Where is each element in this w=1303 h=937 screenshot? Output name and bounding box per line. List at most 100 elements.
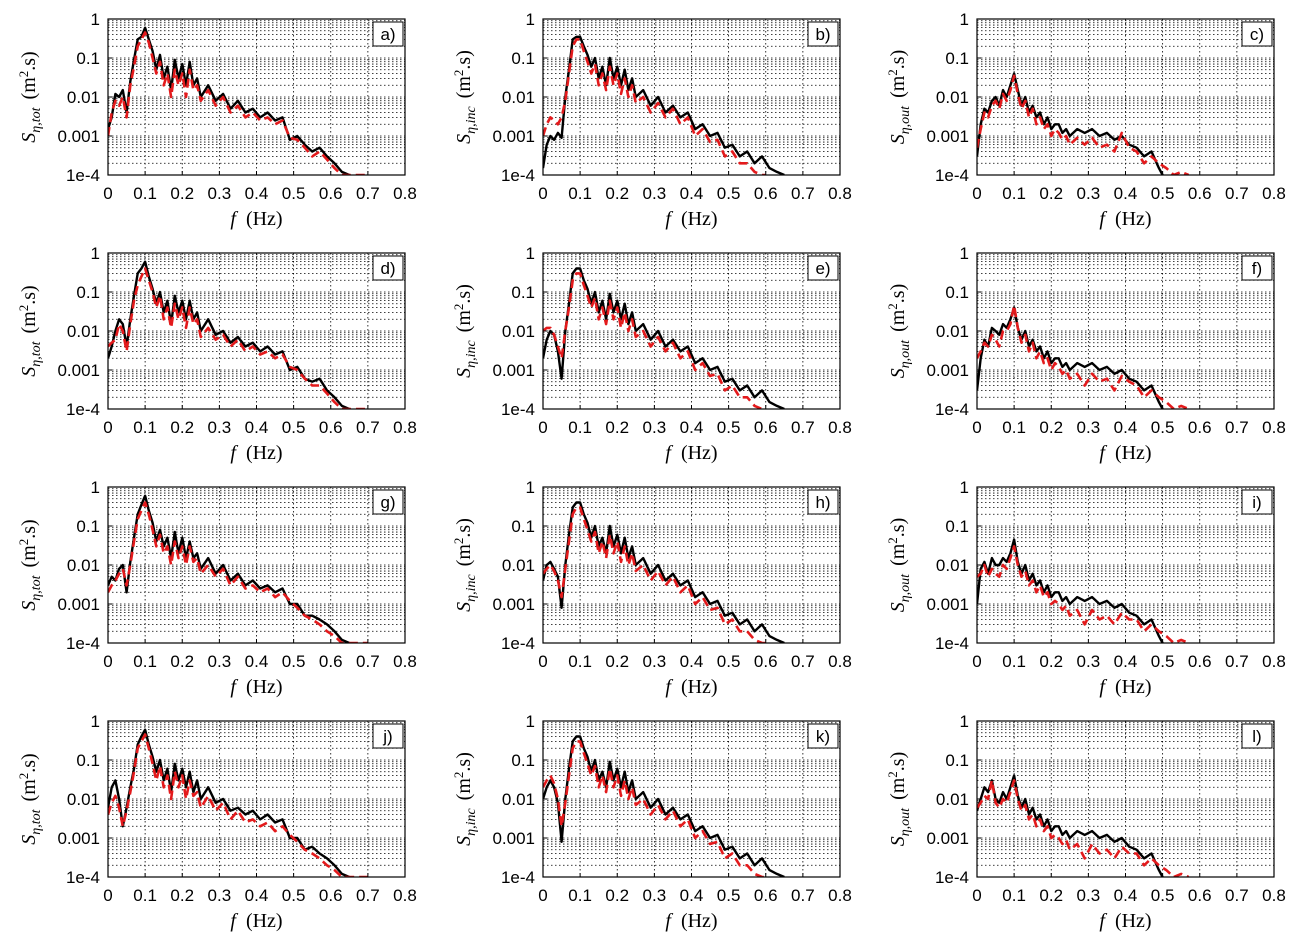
grid: [108, 19, 405, 175]
x-axis-label: f (Hz): [230, 208, 282, 230]
panel-i: 0 0.1 0.2 0.3 0.4 0.5 0.6 0.7 0.8 1 0.1 0.01 0.001 1e…: [885, 478, 1286, 698]
y-axis-label: Sη,tot (m2.s): [16, 519, 44, 610]
x-axis-symbol: f: [665, 676, 673, 698]
x-tick-label: 0.3: [643, 886, 667, 905]
x-axis-symbol: f: [1099, 676, 1107, 698]
y-axis-unit-end: .s): [453, 50, 475, 69]
y-tick-label: 0.01: [936, 556, 969, 575]
x-tick-label: 0.2: [605, 886, 629, 905]
x-tick-label: 0.7: [791, 418, 815, 437]
series-line-red: [543, 272, 766, 409]
y-tick-label: 0.001: [57, 595, 100, 614]
panel-label-box: [372, 723, 404, 749]
y-axis-unit: (m: [453, 76, 475, 99]
y-tick-label: 0.01: [67, 88, 100, 107]
grid: [977, 487, 1274, 643]
x-tick-label: 0.5: [282, 418, 306, 437]
x-tick-label: 0.1: [568, 886, 592, 905]
x-tick-label: 0.5: [282, 886, 306, 905]
y-axis-label: Sη,tot (m2.s): [16, 285, 44, 376]
panel-label-box: [807, 21, 839, 47]
x-tick-label: 0.3: [643, 652, 667, 671]
y-axis-label: Sη,tot (m2.s): [16, 51, 44, 142]
y-tick-label: 0.1: [76, 283, 100, 302]
x-tick-label: 0.3: [1077, 418, 1101, 437]
y-axis-label: Sη,inc (m2.s): [451, 518, 479, 612]
series-line-black: [543, 501, 785, 643]
x-tick-label: 0.2: [1039, 886, 1063, 905]
panel-label: e): [815, 259, 830, 278]
panel-label: j): [382, 727, 392, 746]
series-line-red: [977, 779, 1190, 877]
y-tick-label: 1: [91, 712, 100, 731]
y-axis-unit: (m: [887, 543, 909, 566]
x-axis-label: f (Hz): [665, 676, 717, 698]
x-axis-unit: (Hz): [246, 442, 283, 464]
x-tick-label: 0.8: [828, 652, 852, 671]
x-tick-label: 0: [538, 886, 547, 905]
y-axis-subscript: η,inc: [464, 808, 479, 836]
x-tick-label: 0: [972, 652, 981, 671]
y-axis-symbol: S: [887, 602, 909, 612]
panel-k: 0 0.1 0.2 0.3 0.4 0.5 0.6 0.7 0.8 1 0.1 0.01 0.001 1e…: [451, 712, 852, 932]
y-axis-symbol: S: [18, 601, 40, 611]
panel-label: a): [380, 25, 395, 44]
y-tick-label: 1: [960, 10, 969, 29]
series-line-red: [543, 506, 766, 643]
panel-d: 0 0.1 0.2 0.3 0.4 0.5 0.6 0.7 0.8 1 0.1 0.01 0.001 1e…: [16, 244, 417, 464]
y-axis-unit-superscript: 2: [451, 772, 466, 779]
y-tick-label: 1e-4: [501, 166, 535, 185]
x-tick-label: 0.5: [282, 184, 306, 203]
x-axis-label: f (Hz): [665, 910, 717, 932]
y-tick-label: 0.001: [57, 829, 100, 848]
y-axis-subscript: η,out: [898, 105, 913, 134]
panel-label-box: [1241, 21, 1273, 47]
x-tick-label: 0.1: [1002, 184, 1026, 203]
y-axis-symbol: S: [887, 134, 909, 144]
x-axis-unit: (Hz): [681, 208, 718, 230]
x-axis-label: f (Hz): [665, 442, 717, 464]
panel-label-box: [1241, 723, 1273, 749]
x-axis-label: f (Hz): [230, 676, 282, 698]
x-tick-label: 0.5: [1151, 652, 1175, 671]
y-tick-label: 1: [960, 478, 969, 497]
y-axis-symbol: S: [453, 134, 475, 144]
x-axis-symbol: f: [665, 910, 673, 932]
x-tick-label: 0.7: [791, 886, 815, 905]
x-tick-label: 0.2: [170, 652, 194, 671]
x-axis-unit: (Hz): [1115, 442, 1152, 464]
x-tick-label: 0.7: [356, 184, 380, 203]
x-tick-label: 0: [538, 652, 547, 671]
x-tick-label: 0.6: [1188, 418, 1212, 437]
x-tick-label: 0.8: [1262, 184, 1286, 203]
x-tick-label: 0.7: [791, 652, 815, 671]
series-line-black: [108, 260, 350, 409]
x-axis-symbol: f: [1099, 910, 1107, 932]
panel-label: d): [380, 259, 395, 278]
y-tick-label: 1: [91, 244, 100, 263]
series-line-red: [108, 31, 368, 175]
x-tick-label: 0.1: [1002, 652, 1026, 671]
y-axis-unit-superscript: 2: [885, 303, 900, 310]
x-tick-label: 0.4: [1114, 184, 1138, 203]
y-tick-label: 0.001: [492, 595, 535, 614]
x-tick-label: 0: [538, 418, 547, 437]
y-tick-label: 0.1: [945, 517, 969, 536]
x-tick-label: 0.1: [133, 184, 157, 203]
x-axis-symbol: f: [230, 208, 238, 230]
panel-f: 0 0.1 0.2 0.3 0.4 0.5 0.6 0.7 0.8 1 0.1 0.01 0.001 1e…: [885, 244, 1286, 464]
series-line-black: [977, 306, 1164, 409]
y-axis-symbol: S: [453, 836, 475, 846]
y-axis-unit-end: .s): [453, 752, 475, 771]
series-line-black: [108, 26, 350, 175]
y-tick-label: 0.01: [936, 790, 969, 809]
series-line-black: [977, 538, 1164, 643]
x-axis-unit: (Hz): [1115, 910, 1152, 932]
y-tick-label: 0.1: [945, 751, 969, 770]
x-tick-label: 0.4: [680, 652, 704, 671]
y-axis-unit-end: .s): [887, 284, 909, 303]
x-axis-unit: (Hz): [1115, 208, 1152, 230]
x-tick-label: 0.3: [1077, 184, 1101, 203]
y-tick-label: 0.001: [926, 595, 969, 614]
x-tick-label: 0.1: [1002, 418, 1026, 437]
